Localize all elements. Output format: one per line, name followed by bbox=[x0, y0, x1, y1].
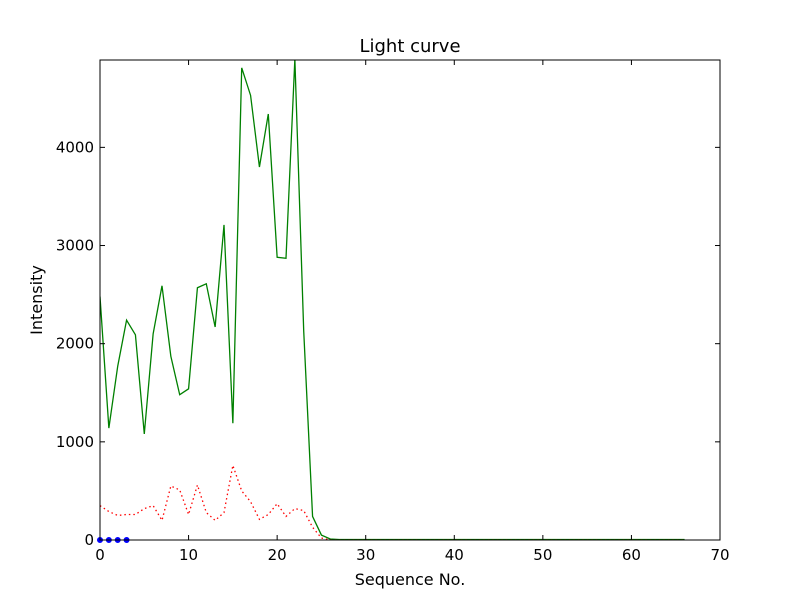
x-tick-label-60: 60 bbox=[622, 546, 641, 564]
x-tick-label-70: 70 bbox=[710, 546, 729, 564]
y-tick-label-2000: 2000 bbox=[56, 335, 94, 353]
series-line-0 bbox=[100, 60, 685, 540]
x-tick-label-50: 50 bbox=[533, 546, 552, 564]
plot-area bbox=[97, 60, 685, 543]
y-axis-label: Intensity bbox=[27, 265, 46, 335]
y-tick-label-4000: 4000 bbox=[56, 138, 94, 156]
x-tick-label-20: 20 bbox=[268, 546, 287, 564]
y-tick-label-3000: 3000 bbox=[56, 237, 94, 255]
x-tick-label-40: 40 bbox=[445, 546, 464, 564]
y-tick-label-0: 0 bbox=[84, 531, 94, 549]
axes: 0 10 20 30 40 50 60 70 0 1000 2000 3000 4000 bbox=[56, 59, 730, 564]
x-tick-label-10: 10 bbox=[179, 546, 198, 564]
x-tick-label-30: 30 bbox=[356, 546, 375, 564]
x-tick-label-0: 0 bbox=[95, 546, 105, 564]
plot-frame bbox=[99, 59, 721, 541]
y-tick-label-1000: 1000 bbox=[56, 433, 94, 451]
x-axis-label: Sequence No. bbox=[355, 570, 466, 589]
series-line-1 bbox=[100, 462, 685, 540]
chart-title: Light curve bbox=[359, 36, 460, 57]
